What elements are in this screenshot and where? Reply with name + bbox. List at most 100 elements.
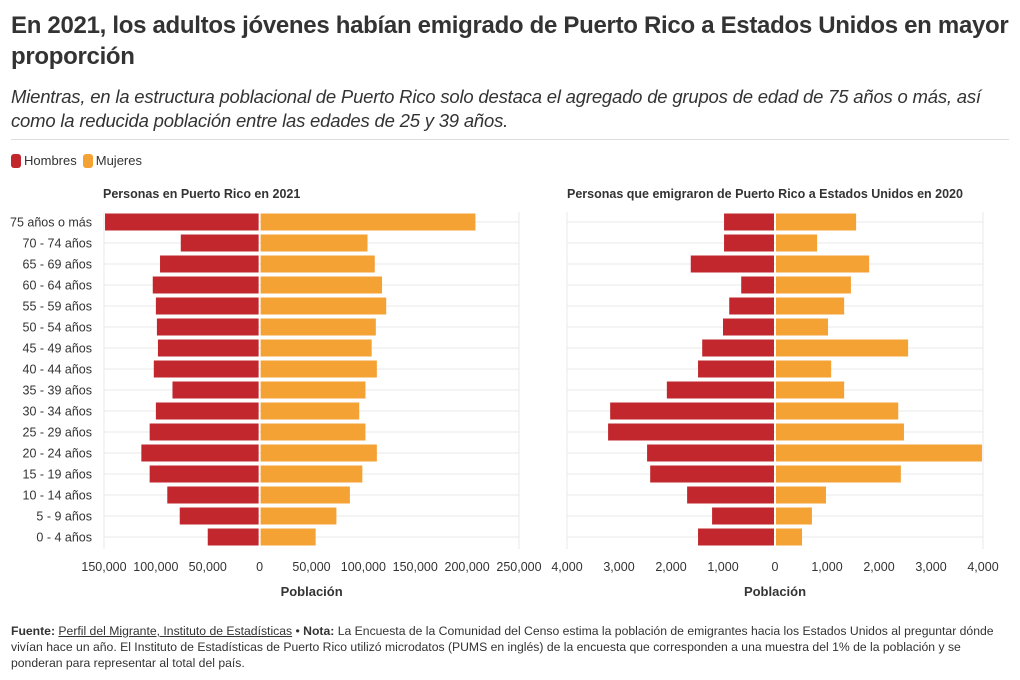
category-label: 5 - 9 años [36,510,92,524]
chart-title: En 2021, los adultos jóvenes habían emig… [11,12,1009,70]
category-label: 75 años o más [10,216,92,230]
x-tick-label: 100,000 [341,560,386,574]
legend-label-mujeres: Mujeres [95,153,142,168]
bar-hombres [179,507,259,525]
legend-item-hombres[interactable]: Hombres [11,153,77,168]
bar-mujeres [776,486,826,504]
bar-hombres [141,444,259,462]
bar-mujeres [776,360,832,378]
bar-mujeres [776,255,870,273]
bar-hombres [610,402,774,420]
bar-mujeres [260,423,366,441]
category-label: 65 - 69 años [23,258,93,272]
legend-swatch-mujeres [82,153,93,168]
category-label: 25 - 29 años [23,426,93,440]
category-label: 55 - 59 años [23,300,93,314]
bar-hombres [149,465,259,483]
footer-separator: • [292,624,304,638]
bar-hombres [608,423,774,441]
bar-hombres [149,423,259,441]
bar-hombres [157,339,259,357]
x-tick-label: 3,000 [915,560,946,574]
bar-hombres [153,360,259,378]
footer-note: Fuente: Perfil del Migrante, Instituto d… [11,623,1009,671]
chart-subtitle: Mientras, en la estructura poblacional d… [11,86,981,131]
bar-mujeres [260,234,368,252]
bar-mujeres [260,255,375,273]
panel-title-0: Personas en Puerto Rico en 2021 [103,187,300,201]
bar-hombres [690,255,774,273]
bar-hombres [105,213,259,231]
bar-mujeres [776,423,904,441]
bar-hombres [702,339,774,357]
bar-hombres [741,276,774,294]
bar-hombres [729,297,774,315]
x-tick-label: 0 [256,560,263,574]
category-label: 20 - 24 años [23,447,93,461]
x-tick-label: 3,000 [603,560,634,574]
bar-mujeres [776,234,818,252]
bar-mujeres [776,507,812,525]
bar-hombres [650,465,774,483]
bar-hombres [167,486,259,504]
category-label: 40 - 44 años [23,363,93,377]
bar-mujeres [260,465,363,483]
x-tick-label: 100,000 [133,560,178,574]
note-text: La Encuesta de la Comunidad del Censo es… [11,624,994,670]
legend-swatch-hombres [11,153,21,168]
bar-hombres [155,297,259,315]
bar-mujeres [776,528,803,546]
bar-mujeres [260,444,377,462]
bar-mujeres [776,381,845,399]
x-tick-label: 2,000 [863,560,894,574]
bar-mujeres [776,213,857,231]
bar-hombres [712,507,774,525]
bar-hombres [172,381,259,399]
x-tick-label: 250,000 [496,560,541,574]
x-tick-label: 50,000 [189,560,227,574]
x-tick-label: 1,000 [707,560,738,574]
bar-mujeres [260,213,476,231]
category-label: 70 - 74 años [23,237,93,251]
bar-hombres [156,318,259,336]
bar-mujeres [260,528,316,546]
bar-hombres [155,402,259,420]
bar-hombres [687,486,774,504]
note-label: Nota: [303,624,335,638]
category-label: 15 - 19 años [23,468,93,482]
bar-mujeres [776,276,851,294]
bar-hombres [152,276,259,294]
pyramid-charts: Personas en Puerto Rico en 2021 75 años o… [10,187,999,599]
bar-mujeres [776,444,982,462]
category-label: 60 - 64 años [23,279,93,293]
bar-hombres [698,360,774,378]
bar-mujeres [260,507,337,525]
x-tick-label: 2,000 [655,560,686,574]
legend-item-mujeres[interactable]: Mujeres [82,153,142,168]
x-tick-label: 50,000 [292,560,330,574]
x-tick-label: 150,000 [393,560,438,574]
bar-mujeres [776,339,909,357]
bar-mujeres [260,297,387,315]
category-label: 50 - 54 años [23,321,93,335]
source-link[interactable]: Perfil del Migrante, Instituto de Estadí… [58,624,293,638]
x-tick-label: 4,000 [551,560,582,574]
bar-mujeres [260,402,360,420]
bar-hombres [666,381,774,399]
header-divider [11,139,1009,140]
bar-hombres [207,528,259,546]
x-tick-label: 200,000 [445,560,490,574]
bar-hombres [180,234,259,252]
bar-mujeres [260,486,350,504]
x-axis-label: Población [281,584,343,599]
category-label: 0 - 4 años [36,531,92,545]
bar-mujeres [260,276,383,294]
category-label: 30 - 34 años [23,405,93,419]
legend: Hombres Mujeres [11,153,148,168]
bar-hombres [723,318,774,336]
bar-hombres [647,444,774,462]
x-tick-label: 0 [772,560,779,574]
bar-hombres [724,213,774,231]
bar-hombres [160,255,259,273]
x-tick-label: 1,000 [811,560,842,574]
